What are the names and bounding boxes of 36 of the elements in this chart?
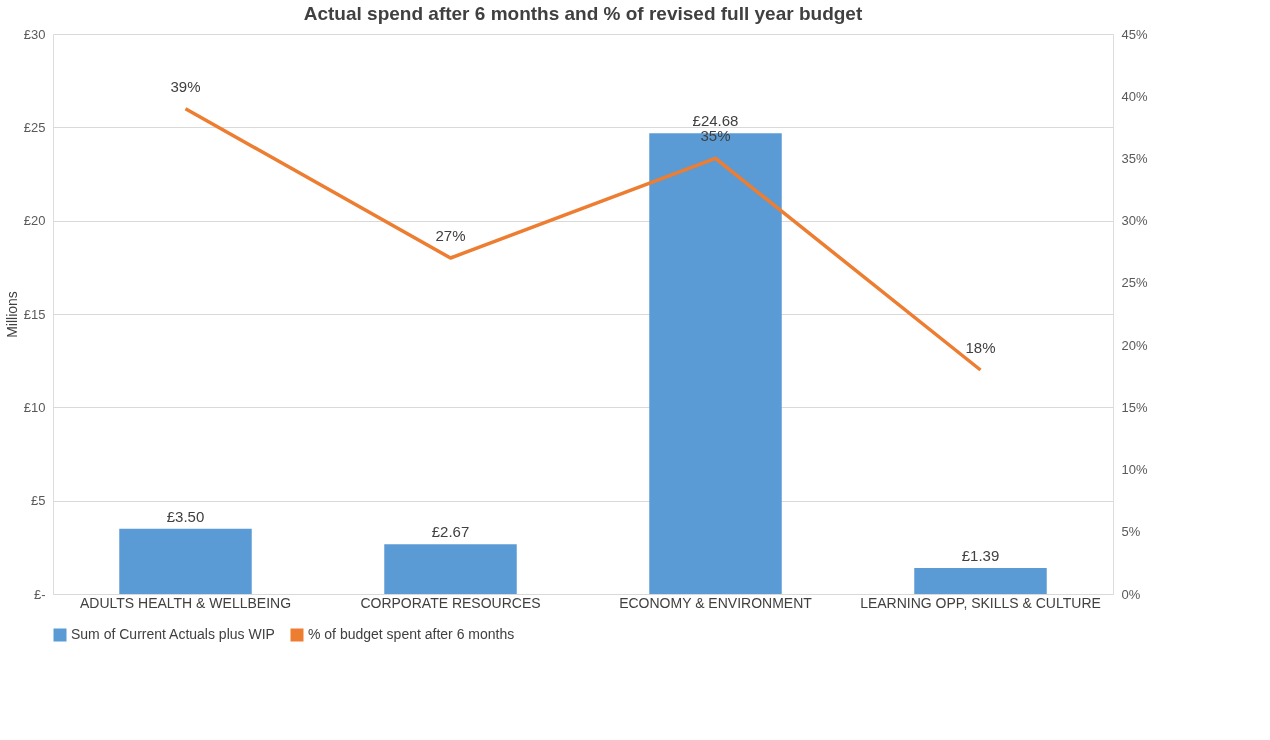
x-tick-label: CORPORATE RESOURCES [360,594,541,611]
y2-tick-label: 10% [1121,462,1148,478]
data-label: £2.67 [431,523,470,541]
y2-tick-label: 45% [1121,26,1148,42]
data-label: 27% [435,227,466,244]
data-label: 18% [965,339,996,356]
y-tick-label: £30 [23,26,46,42]
y-tick-label: £25 [23,119,46,135]
y2-tick-label: 35% [1121,150,1148,166]
y-axis-title: Millions [3,291,20,338]
legend-label: % of budget spent after 6 months [308,626,515,642]
y-tick-label: £20 [23,213,46,229]
bar [119,528,252,594]
chart-title: Actual spend after 6 months and % of revised full year budget [303,3,863,24]
y2-tick-label: 25% [1121,275,1148,291]
y-tick-label: £15 [23,306,46,322]
y-tick-label: £5 [31,493,46,509]
bar [384,544,517,594]
y2-tick-label: 15% [1121,399,1148,415]
data-label: £1.39 [961,547,1000,565]
x-tick-label: ECONOMY & ENVIRONMENT [619,594,813,611]
bar [914,568,1047,594]
x-tick-label: ADULTS HEALTH & WELLBEING [79,594,292,611]
y2-tick-label: 40% [1121,88,1148,104]
data-label: £3.50 [166,507,205,525]
y-tick-label: £- [33,586,46,602]
y2-tick-label: 5% [1121,524,1141,540]
bar [649,133,782,594]
y2-tick-label: 20% [1121,337,1148,353]
y2-tick-label: 0% [1121,586,1141,602]
data-label: 39% [170,77,201,95]
y2-tick-label: 30% [1121,213,1148,229]
y-tick-label: £10 [23,399,46,415]
legend-label: Sum of Current Actuals plus WIP [71,626,275,642]
data-label: £24.68 [692,112,739,130]
x-tick-label: LEARNING OPP, SKILLS & CULTURE [860,594,1101,611]
